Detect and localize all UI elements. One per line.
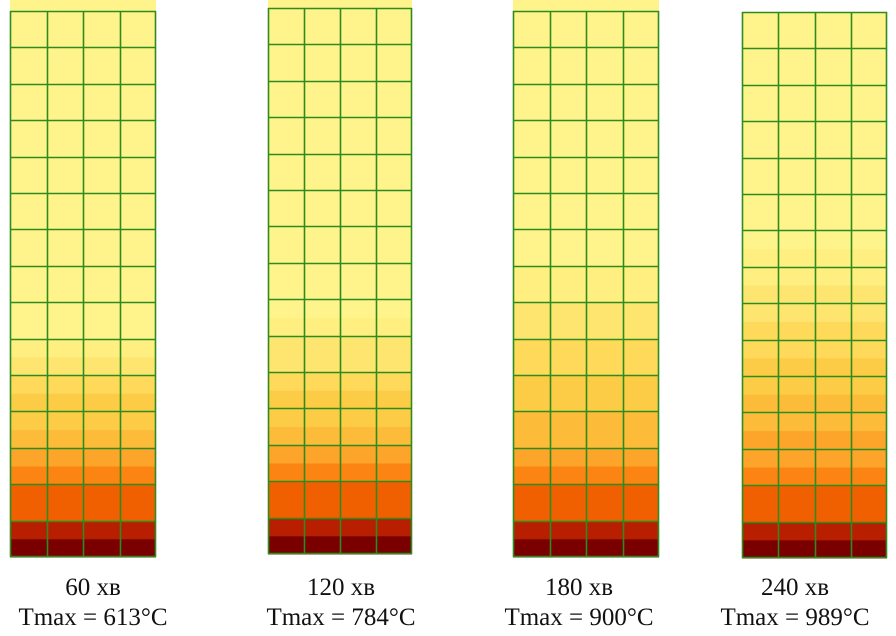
time-label: 60 хв [65,574,121,601]
mesh-section-180-min [512,0,660,558]
caption-240-min: 240 хв Tmax = 989°C [695,574,895,632]
tmax-label: Tmax = 989°C [720,604,870,631]
temperature-band [742,485,887,523]
temperature-band [742,539,887,559]
temperature-band [742,521,887,541]
mesh-section-240-min [741,11,888,559]
temperature-band [742,12,887,250]
mesh-section-60-min [9,0,157,558]
tmax-label: Tmax = 613°C [18,604,168,631]
time-label: 240 хв [760,574,830,601]
caption-120-min: 120 хв Tmax = 784°C [241,574,441,632]
time-label: 120 хв [306,574,376,601]
tmax-label: Tmax = 900°C [504,604,654,631]
mesh-section-120-min [267,0,413,555]
time-label: 180 хв [544,574,614,601]
temperature-band [742,467,887,486]
caption-60-min: 60 хв Tmax = 613°C [0,574,193,632]
tmax-label: Tmax = 784°C [266,604,416,631]
caption-180-min: 180 хв Tmax = 900°C [479,574,679,632]
